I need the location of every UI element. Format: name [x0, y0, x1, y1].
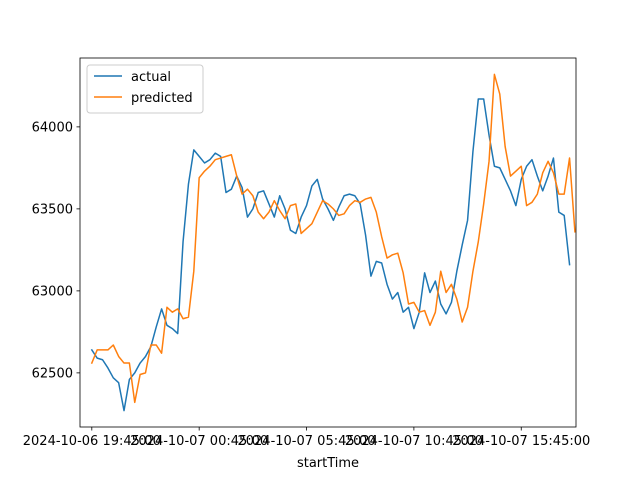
y-tick-label: 64000: [32, 120, 73, 135]
y-tick-label: 63000: [32, 284, 73, 299]
x-tick-label: 2024-10-07 00:45:00: [130, 434, 268, 449]
x-tick-label: 2024-10-07 15:45:00: [452, 434, 590, 449]
plot-frame: [79, 57, 577, 428]
legend-label-actual: actual: [131, 70, 171, 85]
x-axis-label: startTime: [297, 456, 359, 471]
y-tick-label: 63500: [32, 202, 73, 217]
series-layer: [90, 73, 576, 412]
x-tick-label: 2024-10-06 19:45:00: [23, 434, 161, 449]
series-line-predicted: [90, 73, 576, 404]
y-tick-label: 62500: [32, 366, 73, 381]
x-tick-label: 2024-10-07 10:45:00: [345, 434, 483, 449]
y-axis: 62500 63000 63500 64000: [32, 120, 80, 381]
legend-box: [86, 64, 204, 114]
legend-label-predicted: predicted: [131, 91, 193, 106]
legend: actual predicted: [86, 64, 204, 114]
x-tick-label: 2024-10-07 05:45:00: [237, 434, 375, 449]
